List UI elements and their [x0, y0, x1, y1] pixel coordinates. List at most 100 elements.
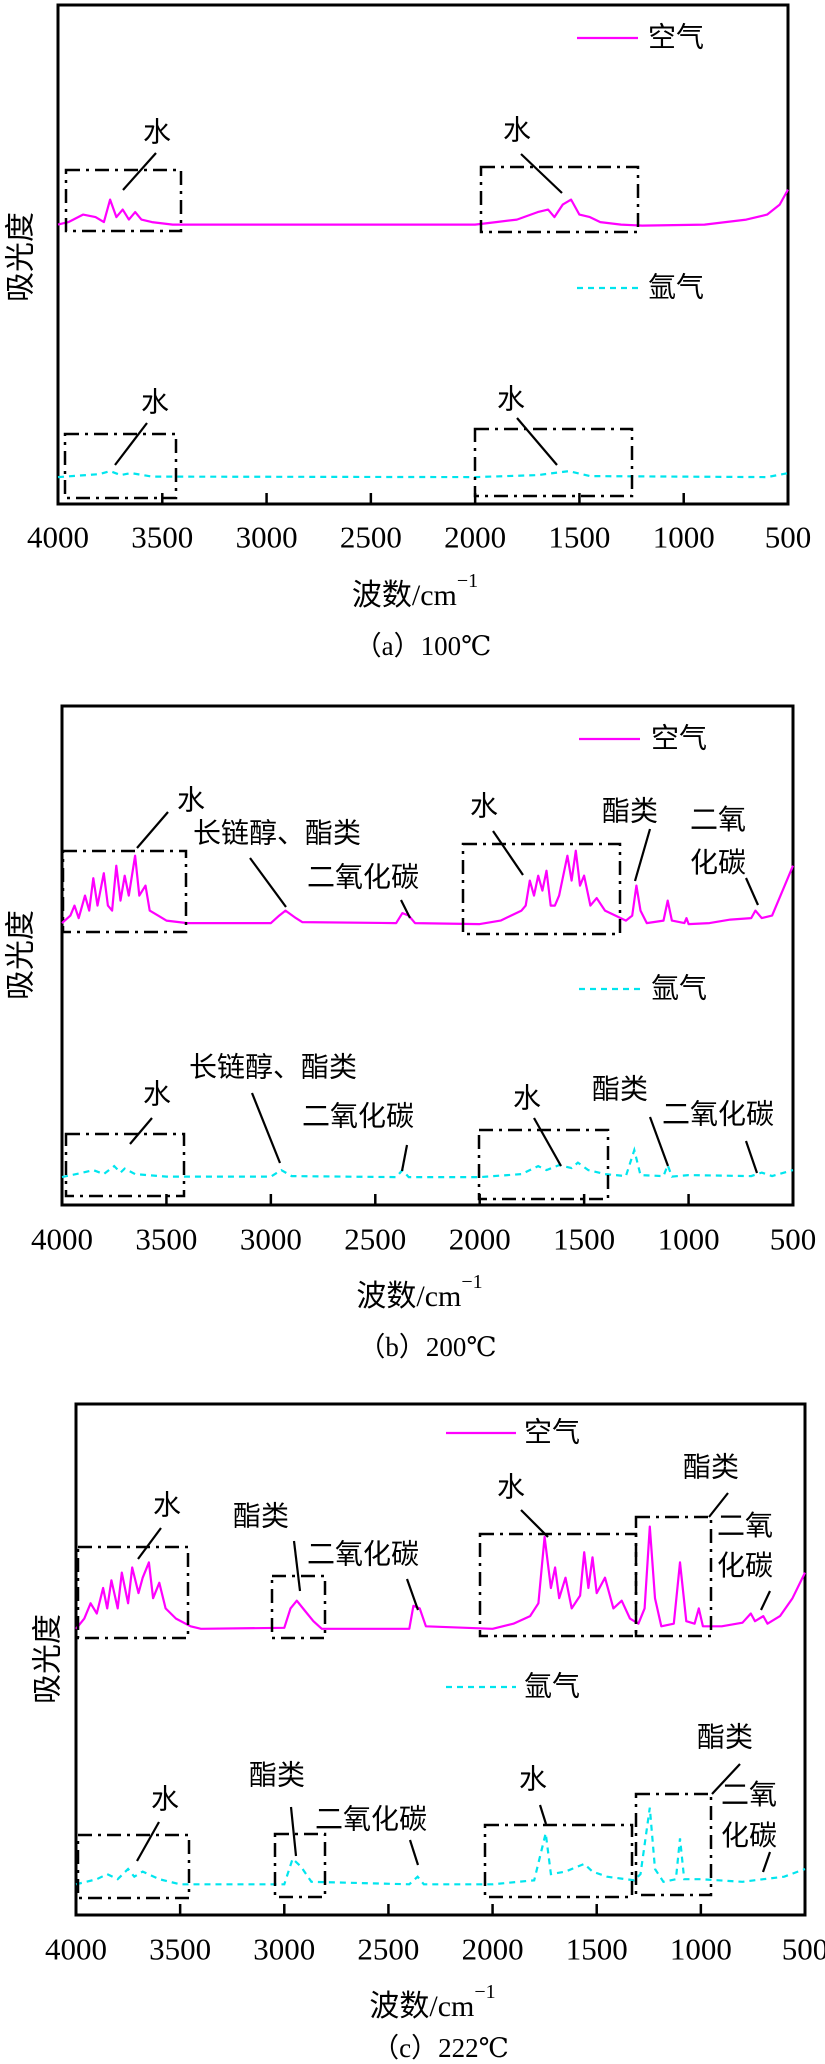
- legend-label-air: 空气: [524, 1417, 580, 1449]
- annotation-label: 酯类: [592, 1074, 648, 1106]
- annotation-label: 二氧化碳: [662, 1099, 774, 1131]
- legend-label-argon: 氩气: [524, 1671, 580, 1703]
- x-tick-label: 1500: [553, 1222, 615, 1257]
- annotation-label: 二氧化碳: [717, 1510, 773, 1582]
- annotation-box: [634, 1515, 713, 1638]
- x-tick-label: 4000: [31, 1222, 93, 1257]
- annotation-box: [76, 1545, 190, 1640]
- annotation-leader: [744, 1140, 759, 1174]
- annotation-label: 水: [497, 1472, 525, 1504]
- annotation-leader: [744, 877, 760, 906]
- annotation-label: 二氧化碳: [307, 862, 419, 894]
- annotation-box: [473, 427, 634, 498]
- annotation-leader: [292, 1540, 302, 1592]
- x-tick-label: 500: [765, 520, 812, 555]
- annotation-label: 二氧化碳: [302, 1101, 414, 1133]
- series-line-argon: [57, 469, 789, 479]
- x-tick-label: 1000: [658, 1222, 720, 1257]
- panel-c: 4000 3500 3000 2500 2000 1500 1000 500 波数/cm−1 吸光…: [32, 1402, 825, 2063]
- x-tick-label: 500: [782, 1932, 825, 1967]
- x-axis-label-text: 波数/cm: [356, 1280, 461, 1313]
- annotation-label: 水: [153, 1490, 181, 1522]
- annotation-leader: [648, 1116, 670, 1167]
- annotation-label: 水: [151, 1784, 179, 1816]
- annotation-box: [461, 842, 622, 936]
- annotation-leader: [520, 1509, 549, 1538]
- x-axis-label: 波数/cm−1: [352, 570, 478, 612]
- series-line-air: [75, 1525, 806, 1630]
- panel-a: 4000 3500 3000 2500 2000 1500 1000 500 波数/cm−1 吸光…: [5, 3, 812, 661]
- annotation-leader: [633, 828, 652, 882]
- x-axis-label-exponent: −1: [457, 570, 478, 592]
- annotation-box: [483, 1823, 634, 1899]
- annotation-box: [61, 849, 188, 934]
- annotation-leader: [708, 1492, 729, 1518]
- annotation-label: 二氧化碳: [690, 804, 746, 879]
- annotation-leader: [711, 1763, 741, 1795]
- annotation-leader: [136, 1821, 160, 1862]
- annotation-label: 水: [143, 117, 171, 149]
- x-tick-label: 2500: [340, 520, 402, 555]
- annotation-box: [634, 1792, 713, 1897]
- annotation-leader: [405, 1578, 420, 1611]
- annotation-label: 水: [177, 785, 205, 817]
- x-tick-label: 3500: [149, 1932, 211, 1967]
- annotation-box: [76, 1833, 191, 1900]
- annotation-leader: [400, 1144, 409, 1172]
- annotation-label: 水: [513, 1083, 541, 1115]
- annotation-leader: [760, 1590, 771, 1611]
- y-axis-label: 吸光度: [5, 212, 38, 302]
- annotation-box: [477, 1128, 610, 1201]
- panel-caption: （b）200℃: [358, 1332, 496, 1362]
- annotation-label: 酯类: [697, 1722, 753, 1754]
- annotation-label: 水: [519, 1764, 547, 1796]
- x-tick-label: 3500: [131, 520, 193, 555]
- annotation-leader: [250, 1092, 282, 1164]
- plot-frame: [60, 704, 795, 1207]
- annotation-label: 酯类: [683, 1452, 739, 1484]
- annotation-leader: [533, 1117, 562, 1167]
- annotation-label: 长链醇、酯类: [193, 818, 361, 850]
- legend-label-argon: 氩气: [651, 973, 707, 1005]
- annotation-label: 二氧化碳: [315, 1804, 427, 1836]
- x-tick-label: 1000: [670, 1932, 732, 1967]
- legend-label-air: 空气: [651, 723, 707, 755]
- annotation-leader: [122, 152, 157, 191]
- annotation-label: 酯类: [602, 796, 658, 828]
- annotation-box: [64, 168, 183, 233]
- x-tick-label: 2500: [357, 1932, 419, 1967]
- plot-frame: [74, 1402, 807, 1917]
- x-axis-label-exponent: −1: [474, 1981, 495, 2003]
- x-tick-label: 2000: [449, 1222, 511, 1257]
- annotation-leader: [129, 1117, 153, 1145]
- legend-label-air: 空气: [648, 22, 704, 54]
- x-tick-label: 3000: [236, 520, 298, 555]
- y-axis-label: 吸光度: [5, 910, 38, 1000]
- x-axis-label-text: 波数/cm: [369, 1990, 474, 2023]
- annotation-label: 长链醇、酯类: [189, 1052, 357, 1084]
- series-line-air: [61, 849, 795, 926]
- annotation-leader: [492, 830, 524, 876]
- annotation-label: 水: [470, 791, 498, 823]
- annotation-box: [479, 165, 640, 234]
- annotation-leader: [761, 1851, 772, 1873]
- x-tick-label: 1000: [653, 520, 715, 555]
- x-tick-label: 3000: [240, 1222, 302, 1257]
- panel-caption: （c）222℃: [372, 2033, 509, 2063]
- series-line-air: [57, 189, 789, 227]
- annotation-leader: [289, 1806, 298, 1857]
- y-axis-label: 吸光度: [32, 1614, 65, 1704]
- annotation-leader: [400, 899, 411, 919]
- annotation-label: 二氧化碳: [307, 1539, 419, 1571]
- annotation-leader: [408, 1839, 420, 1866]
- annotation-leader: [538, 1804, 548, 1825]
- annotation-label: 水: [503, 115, 531, 147]
- x-tick-label: 4000: [45, 1932, 107, 1967]
- annotation-leader: [520, 153, 563, 194]
- annotation-label: 酯类: [233, 1501, 289, 1533]
- x-axis-label: 波数/cm−1: [356, 1271, 482, 1313]
- x-tick-label: 2500: [344, 1222, 406, 1257]
- series-line-argon: [75, 1807, 806, 1886]
- x-tick-label: 3000: [253, 1932, 315, 1967]
